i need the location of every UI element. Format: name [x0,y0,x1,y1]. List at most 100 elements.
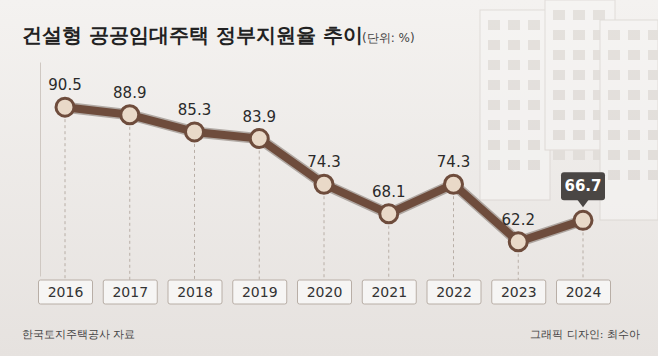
guide-line [129,115,130,282]
building-window [648,70,658,80]
building-window [573,50,585,60]
point [509,233,527,251]
building-window [553,30,565,40]
point [380,205,398,223]
guide-line [324,184,325,282]
building-window [508,80,520,90]
building-window [508,20,520,30]
x-tick: 2024 [557,280,611,304]
data-label: 83.9 [243,108,276,126]
building-window [488,160,500,170]
plot-area [56,98,592,251]
data-label: 62.2 [502,211,535,229]
building-window [648,90,658,100]
x-tick-label: 2024 [566,284,602,300]
building-window [553,110,565,120]
building-window [528,60,540,70]
building-window [508,40,520,50]
building-window [488,40,500,50]
x-axis: 2016 2017 2018 2019 2020 2021 2022 2023 2024 [39,280,611,304]
point [445,175,463,193]
x-tick-label: 2018 [177,284,213,300]
building-window [628,130,640,140]
point [315,175,333,193]
source: 한국토지주택공사 자료 [22,328,136,341]
point [56,98,74,116]
x-tick: 2017 [103,280,157,304]
building-window [648,30,658,40]
point [574,211,592,229]
point [250,130,268,148]
data-label: 85.3 [178,101,211,119]
building-window [528,140,540,150]
building-window [573,90,585,100]
category-box [298,280,352,304]
building-window [628,170,640,180]
category-box [168,280,222,304]
category-box [427,280,481,304]
building-window [608,110,620,120]
category-box [233,280,287,304]
building-window [628,50,640,60]
building-window [628,90,640,100]
y-axis-line [40,63,41,277]
building-window [573,110,585,120]
building-window [608,50,620,60]
x-tick: 2021 [362,280,416,304]
building-window [553,10,565,20]
x-tick: 2019 [233,280,287,304]
label-callout [561,172,605,200]
data-labels: 90.588.985.383.974.368.174.362.266.7 [48,76,605,229]
building-window [648,50,658,60]
y-axis [40,63,41,277]
category-box [39,280,93,304]
x-tick-label: 2017 [112,284,148,300]
x-tick: 2023 [492,280,546,304]
building-window [488,120,500,130]
building [480,10,550,200]
line-shadow [65,107,583,242]
x-tick: 2016 [39,280,93,304]
subtitle: (단위: %) [362,31,415,45]
x-tick-label: 2020 [307,284,343,300]
category-box [557,280,611,304]
building-window [528,120,540,130]
building-window [508,100,520,110]
x-tick-label: 2022 [436,284,472,300]
credit: 그래픽 디자인: 최수아 [530,328,640,341]
category-box [103,280,157,304]
building-window [488,140,500,150]
x-tick-label: 2016 [48,284,84,300]
building-window [593,10,605,20]
background [0,0,658,356]
building-window [553,130,565,140]
guide-line [453,184,454,282]
data-label: 68.1 [372,183,405,201]
building-window [628,70,640,80]
building-window [608,170,620,180]
x-tick-label: 2023 [501,284,537,300]
x-tick: 2020 [298,280,352,304]
building-window [628,110,640,120]
decoration [480,0,658,220]
building-window [528,100,540,110]
building-window [508,60,520,70]
building-window [648,170,658,180]
guide-line [65,107,66,282]
building-window [573,130,585,140]
building-window [528,20,540,30]
chart-svg: 건설형 공공임대주택 정부지원율 추이(단위: %)20162017201820… [0,0,658,356]
building-window [628,150,640,160]
building-window [508,160,520,170]
building-window [573,10,585,20]
building-window [648,110,658,120]
label-callout-pointer [577,199,589,207]
line [65,107,583,242]
guides [65,107,583,282]
x-tick: 2018 [168,280,222,304]
data-label: 74.3 [307,153,340,171]
building-window [608,130,620,140]
category-box [362,280,416,304]
guide-line [194,132,195,282]
point [186,123,204,141]
